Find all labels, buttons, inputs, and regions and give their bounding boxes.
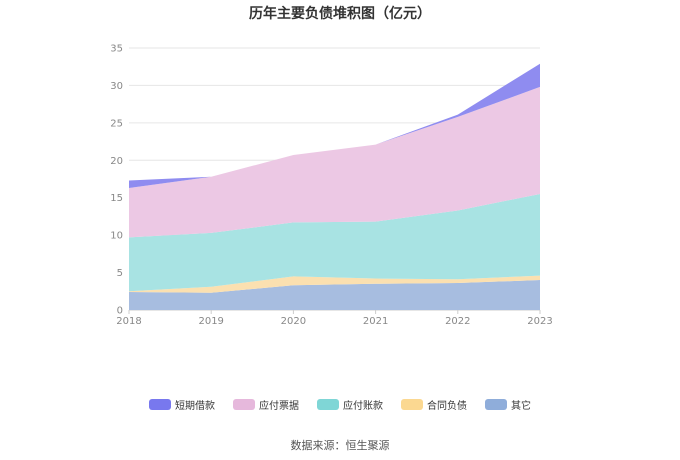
x-tick-label: 2020 xyxy=(281,316,306,327)
area-series xyxy=(129,86,540,238)
legend-label: 应付票据 xyxy=(259,401,299,412)
y-tick-label: 20 xyxy=(110,156,123,167)
legend-item[interactable]: 其它 xyxy=(485,397,531,412)
area-series xyxy=(129,275,540,293)
y-tick-label: 5 xyxy=(117,268,123,279)
y-tick-label: 35 xyxy=(110,44,123,55)
legend-item[interactable]: 短期借款 xyxy=(149,397,215,412)
legend-label: 合同负债 xyxy=(427,401,467,412)
x-tick-label: 2021 xyxy=(363,316,388,327)
legend-swatch xyxy=(233,399,255,410)
x-tick-label: 2018 xyxy=(116,316,141,327)
area-series xyxy=(129,193,540,292)
legend-label: 应付账款 xyxy=(343,401,383,412)
data-source-note: 数据来源：恒生聚源 xyxy=(290,439,390,452)
x-tick-label: 2022 xyxy=(445,316,470,327)
legend-item[interactable]: 合同负债 xyxy=(401,397,467,412)
y-tick-label: 30 xyxy=(110,81,123,92)
chart-title: 历年主要负债堆积图（亿元） xyxy=(249,6,431,22)
chart-legend: 短期借款 应付票据 应付账款 合同负债 其它 xyxy=(0,397,680,412)
legend-item[interactable]: 应付票据 xyxy=(233,397,299,412)
legend-label: 短期借款 xyxy=(175,401,215,412)
y-tick-label: 15 xyxy=(110,193,123,204)
y-tick-label: 10 xyxy=(110,231,123,242)
stacked-area-chart: 0 5 10 15 20 25 30 35 2018 2019 2020 2021 2022 2023 xyxy=(110,44,552,328)
legend-swatch xyxy=(149,399,171,410)
legend-label: 其它 xyxy=(511,401,531,412)
y-tick-label: 25 xyxy=(110,118,123,129)
x-tick-label: 2019 xyxy=(198,316,223,327)
x-tick-label: 2023 xyxy=(527,316,552,327)
legend-swatch xyxy=(401,399,423,410)
y-tick-label: 0 xyxy=(117,306,123,317)
legend-swatch xyxy=(317,399,339,410)
area-series xyxy=(129,280,540,310)
legend-item[interactable]: 应付账款 xyxy=(317,397,383,412)
legend-swatch xyxy=(485,399,507,410)
